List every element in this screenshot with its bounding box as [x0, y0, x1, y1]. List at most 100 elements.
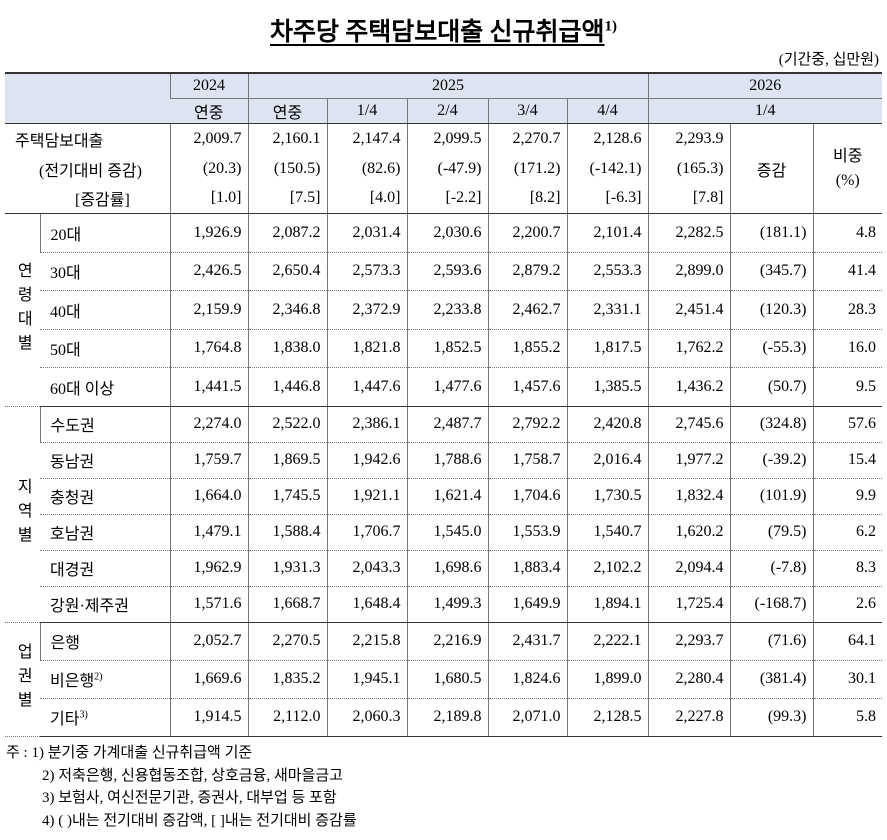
cell: (50.7)	[729, 367, 813, 407]
cell: 1,620.2	[647, 514, 730, 551]
cell: 1,942.6	[326, 442, 407, 479]
cell: 2,282.5	[647, 213, 730, 253]
cell: 2,280.4	[647, 660, 730, 699]
cell: 2,462.7	[487, 290, 567, 330]
total-change-row: (전기대비 증감) (20.3) (150.5) (82.6) (-47.9) (171.…	[5, 153, 882, 184]
cell: 1,745.5	[247, 478, 327, 515]
cell: 2,650.4	[247, 252, 327, 291]
cell: 1,385.5	[566, 367, 648, 407]
group-label: 지역별	[5, 406, 40, 623]
notes-prefix: 주 :	[6, 745, 28, 761]
cell: [7.5]	[247, 183, 327, 214]
cell: [-2.2]	[406, 183, 488, 214]
cell: 2,031.4	[326, 213, 407, 253]
cell: 28.3	[812, 290, 883, 330]
cell: 2,227.8	[647, 698, 730, 737]
cell: 2,420.8	[566, 406, 648, 443]
cell: 2,573.3	[326, 252, 407, 291]
cell: 2,147.4	[326, 123, 407, 154]
cell: 1,664.0	[169, 478, 248, 515]
cell: 2,222.1	[566, 622, 648, 661]
data-row: 비은행2) 1,669.6 1,835.2 1,945.1 1,680.5 1,824.6…	[5, 660, 883, 699]
row-label-text: 40대	[50, 303, 81, 321]
group-label: 연령대별	[5, 213, 40, 407]
cell: 2,426.5	[169, 252, 248, 291]
cell: (324.8)	[729, 406, 813, 443]
data-row: 50대 1,764.8 1,838.0 1,821.8 1,852.5 1,855.2 1,…	[5, 329, 883, 368]
cell: (165.3)	[647, 153, 730, 184]
cell: 1,553.9	[487, 514, 567, 551]
cell: 2,094.4	[647, 550, 730, 587]
period: 연중	[247, 98, 327, 124]
note-text: 4) ( )내는 전기대비 증감액, [ ]내는 전기대비 증감률	[42, 812, 357, 829]
cell: 1,649.9	[487, 586, 567, 623]
cell: 1,499.3	[406, 586, 488, 623]
cell: 2,331.1	[566, 290, 648, 330]
change-header: 증감	[729, 123, 813, 214]
cell: (181.1)	[729, 213, 813, 253]
row-label-text: 50대	[50, 342, 81, 360]
cell: 6.2	[812, 514, 883, 551]
period: 2/4	[406, 98, 488, 124]
row-label: 20대	[39, 213, 170, 253]
cell: 1,730.5	[566, 478, 648, 515]
cell: 15.4	[812, 442, 883, 479]
cell: 1,441.5	[169, 367, 248, 407]
cell: 2,160.1	[247, 123, 327, 154]
cell: (-55.3)	[729, 329, 813, 368]
data-row: 업권별 은행 2,052.7 2,270.5 2,215.8 2,216.9 2,431.7…	[5, 622, 883, 737]
cell: 4.8	[812, 213, 883, 253]
cell: 1,855.2	[487, 329, 567, 368]
data-row: 30대 2,426.5 2,650.4 2,573.3 2,593.6 2,879.2 2,…	[5, 252, 883, 291]
cell: 2,372.9	[326, 290, 407, 330]
corner	[5, 72, 170, 124]
row-label-text: 대경권	[50, 562, 95, 579]
row-label-text: 충청권	[50, 490, 95, 507]
note-text: 3) 보험사, 여신전문기관, 증권사, 대부업 등 포함	[42, 790, 337, 806]
cell: 1,545.0	[406, 514, 488, 551]
share-label: 비중	[833, 147, 863, 165]
cell: 2,099.5	[406, 123, 488, 154]
year: 2026	[647, 72, 883, 99]
cell: 2,233.8	[406, 290, 488, 330]
cell: 2,745.6	[647, 406, 730, 443]
cell: 1,821.8	[326, 329, 407, 368]
cell: (-39.2)	[729, 442, 813, 479]
note-text: 2) 저축은행, 신용협동조합, 상호금융, 새마을금고	[42, 767, 343, 784]
cell: 1,945.1	[326, 660, 407, 699]
row-label: 40대	[40, 290, 170, 330]
period: 1/4	[647, 98, 883, 124]
cell: 1,764.8	[169, 329, 248, 368]
cell: 16.0	[812, 329, 883, 368]
cell: (345.7)	[729, 252, 813, 291]
cell: 1,914.5	[169, 698, 248, 737]
data-row: 기타3) 1,914.5 2,112.0 2,060.3 2,189.8 2,071.0 2…	[5, 698, 883, 737]
cell: 41.4	[812, 252, 883, 291]
cell: 2,102.2	[566, 550, 648, 587]
cell: 2,052.7	[169, 622, 248, 661]
cell: 1,479.1	[169, 514, 248, 551]
cell: 2,200.7	[487, 213, 567, 253]
cell: 2,270.5	[247, 622, 327, 661]
cell: 1,706.7	[326, 514, 407, 551]
row-label: 비은행2)	[40, 660, 170, 699]
cell: 2,216.9	[406, 622, 488, 661]
row-label-text: 60대 이상	[50, 380, 115, 398]
cell: 1,540.7	[566, 514, 648, 551]
row-note: 2)	[94, 671, 103, 683]
cell: 2,101.4	[566, 213, 648, 253]
row-label: 대경권	[40, 550, 170, 587]
cell: 2,487.7	[406, 406, 488, 443]
row-label: 30대	[40, 252, 170, 291]
cell: 5.8	[812, 698, 883, 737]
cell: 1,869.5	[247, 442, 327, 479]
cell: 1,817.5	[566, 329, 648, 368]
cell: 1,977.2	[647, 442, 730, 479]
cell: (101.9)	[729, 478, 813, 515]
cell: [8.2]	[487, 183, 567, 214]
row-label: 강원·제주권	[40, 586, 170, 623]
header-row: 2024 2025 2026	[5, 72, 883, 124]
cell: 1,758.7	[487, 442, 567, 479]
total-row: 주택담보대출 2,009.7 2,160.1 2,147.4 2,099.5 2,270.…	[5, 123, 883, 214]
